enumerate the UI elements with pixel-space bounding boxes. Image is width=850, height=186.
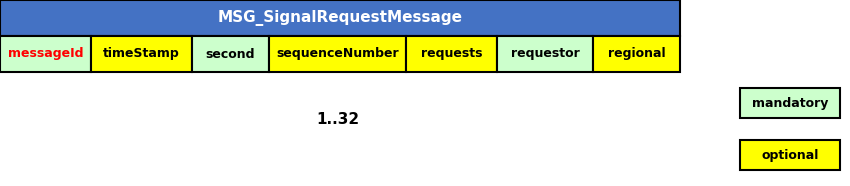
FancyBboxPatch shape [0,0,680,36]
Text: optional: optional [762,148,819,161]
FancyBboxPatch shape [91,36,192,72]
FancyBboxPatch shape [740,88,840,118]
Text: sequenceNumber: sequenceNumber [276,47,399,60]
FancyBboxPatch shape [497,36,593,72]
Text: requestor: requestor [511,47,580,60]
Text: requests: requests [421,47,483,60]
Text: 1..32: 1..32 [316,113,360,127]
Text: mandatory: mandatory [751,97,828,110]
FancyBboxPatch shape [740,140,840,170]
Text: MSG_SignalRequestMessage: MSG_SignalRequestMessage [218,10,462,26]
FancyBboxPatch shape [406,36,497,72]
FancyBboxPatch shape [269,36,406,72]
FancyBboxPatch shape [593,36,680,72]
Text: messageId: messageId [8,47,83,60]
Text: regional: regional [608,47,666,60]
Text: timeStamp: timeStamp [103,47,180,60]
Text: second: second [206,47,255,60]
FancyBboxPatch shape [192,36,269,72]
FancyBboxPatch shape [0,36,91,72]
